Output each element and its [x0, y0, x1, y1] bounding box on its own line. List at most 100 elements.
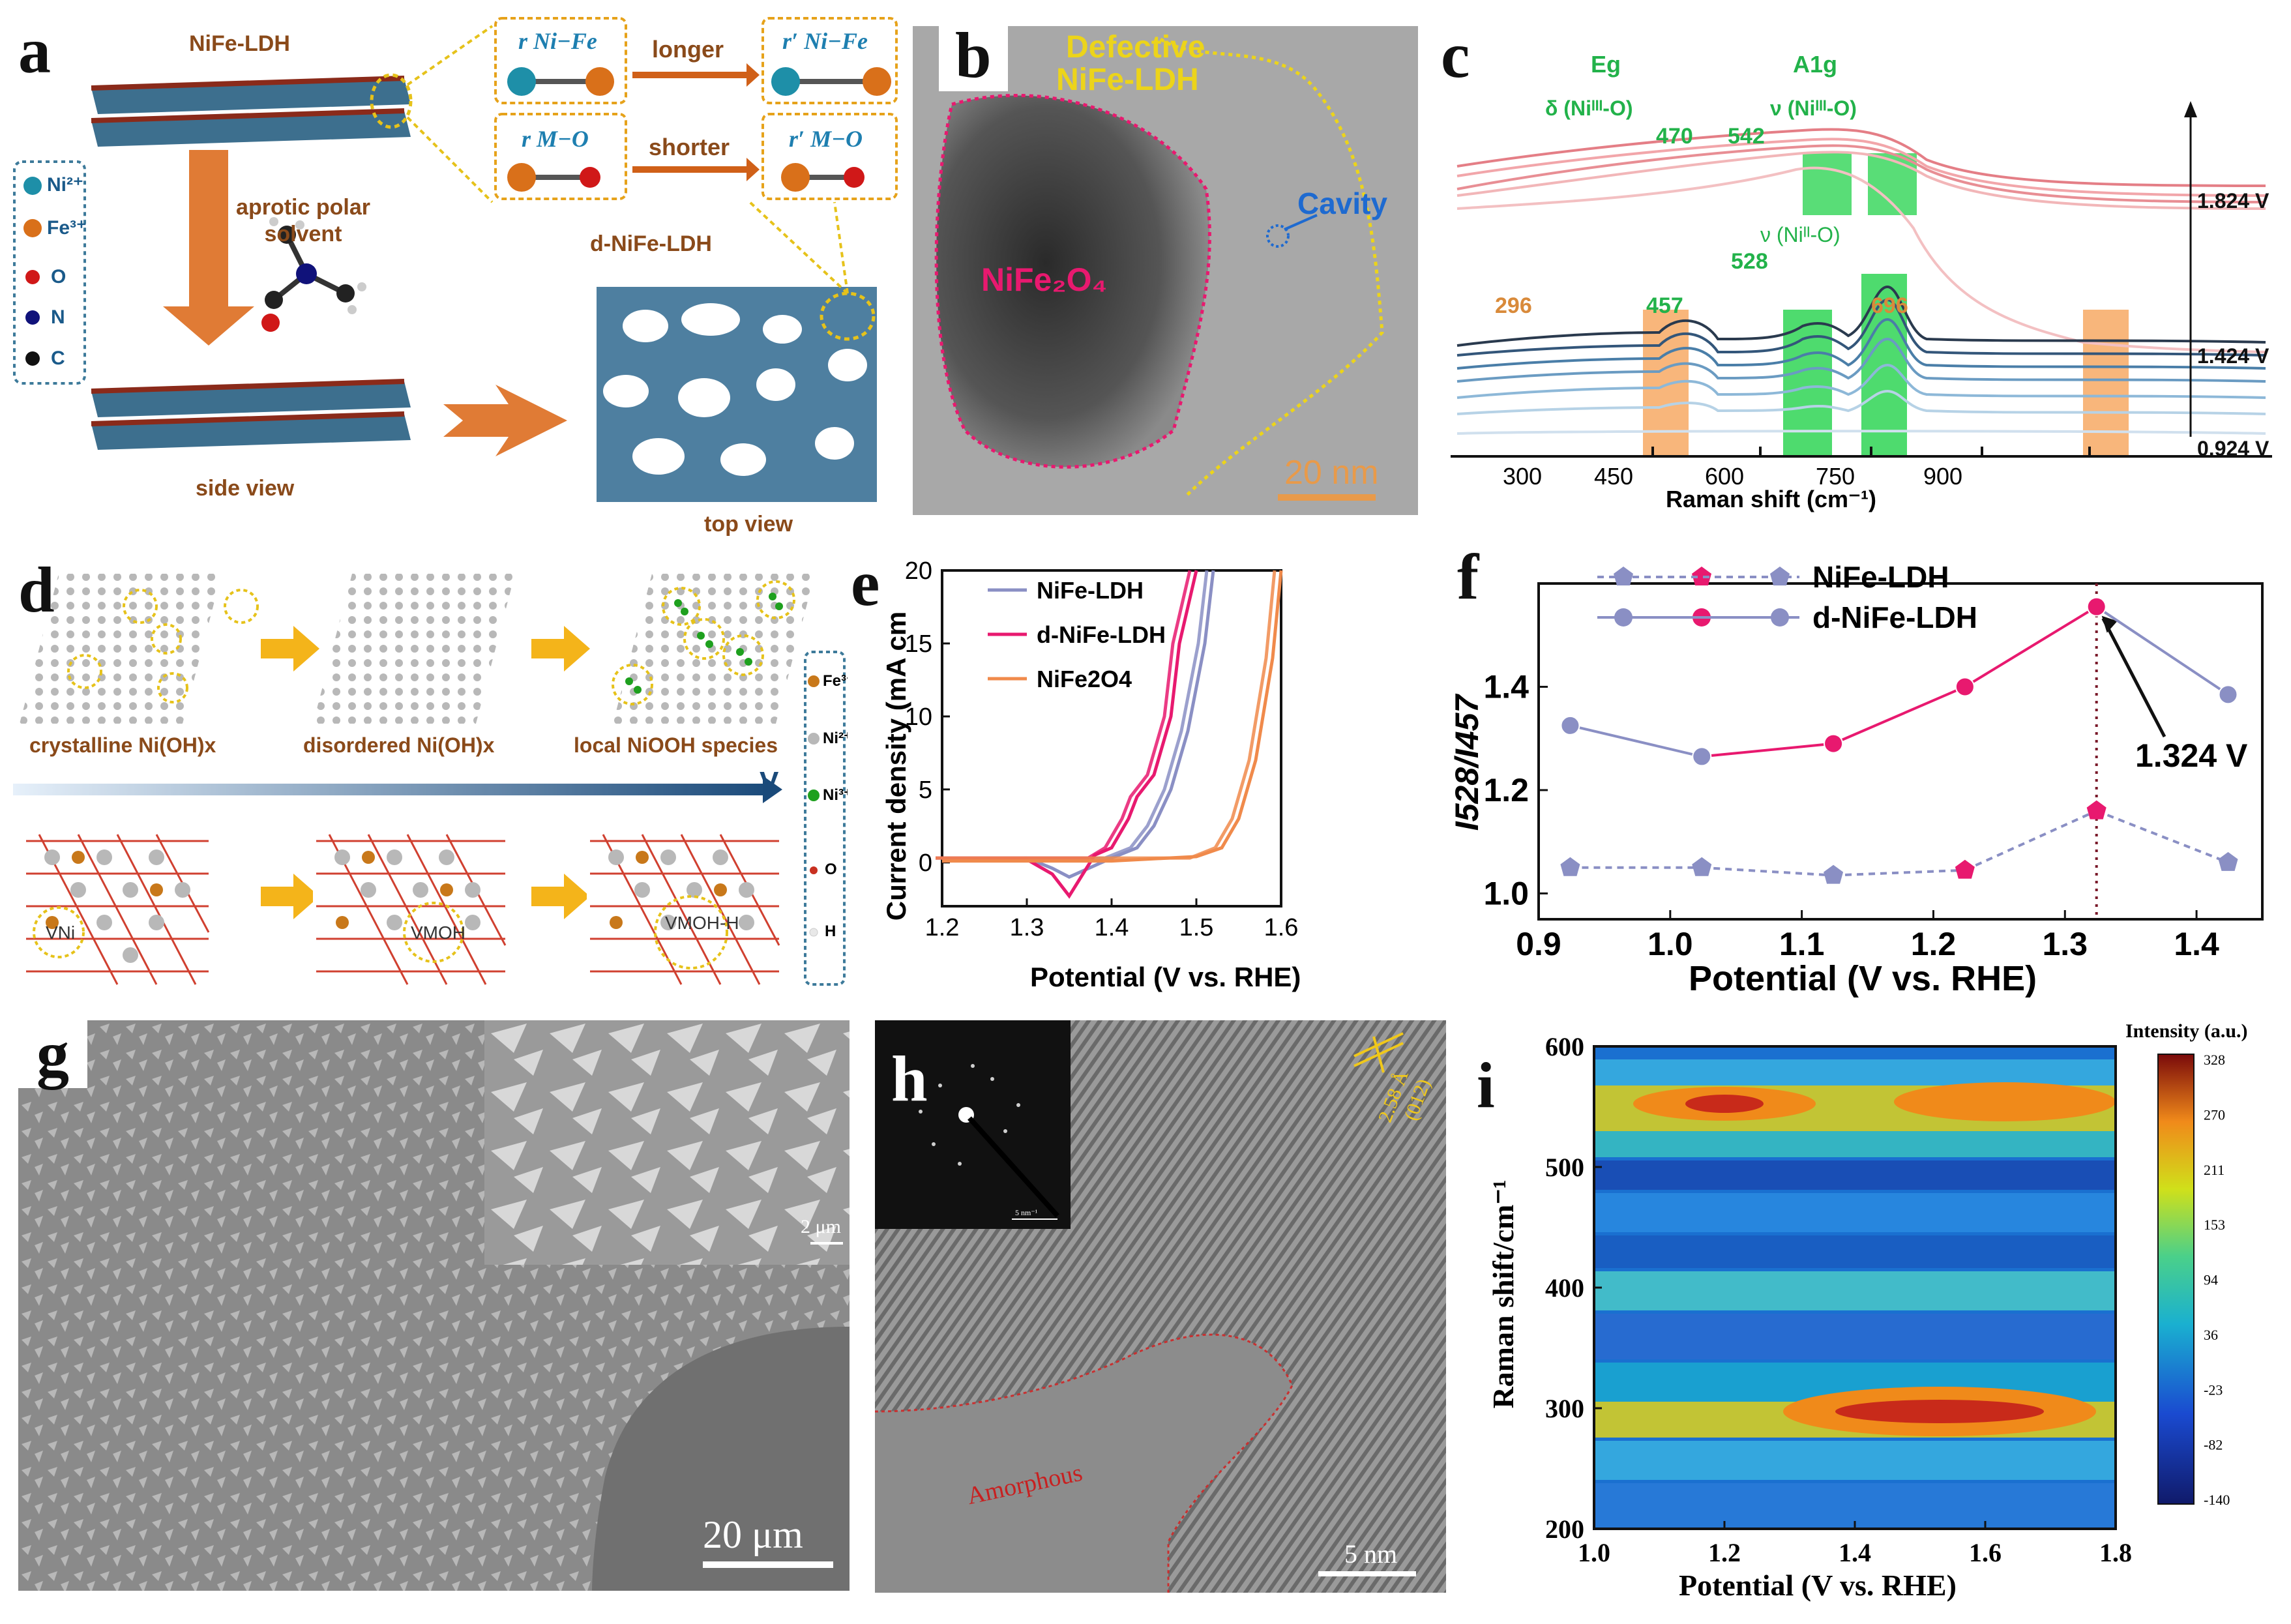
- panel-c: c: [1431, 13, 2291, 528]
- d-ldh-block: [597, 287, 877, 502]
- panel-a-label: a: [18, 14, 51, 87]
- f-segment-0-1: [1702, 866, 1834, 877]
- i-colorbar: [2157, 1054, 2195, 1505]
- panel-f-label: f: [1457, 541, 1479, 613]
- e-xtick-label: 1.4: [1095, 914, 1129, 941]
- e-ytick-label: 10: [905, 703, 932, 731]
- panel-d: d: [0, 541, 848, 997]
- legend-ni: Ni²⁺: [47, 174, 83, 196]
- i-band-0: [1594, 1059, 2116, 1085]
- pot-1824: 1.824 V: [2197, 189, 2269, 213]
- f-ytick-label: 1.2: [1483, 772, 1529, 808]
- chart-e: 1.2 1.3 1.4 1.5 1.6 0 5 10 15 20 NiFe-LDH d-NiFe-LD…: [905, 557, 1299, 941]
- f-segment-0-2: [1833, 868, 1965, 877]
- g-scalebar: 20 μm: [703, 1513, 803, 1556]
- e-series-return-2: [936, 570, 1277, 860]
- f-annotation-arrowhead: [2101, 615, 2118, 633]
- r-m-o-prime: r′ M−O: [789, 126, 863, 152]
- panel-g: g 2 μm 20 μm: [18, 1020, 850, 1591]
- e-series-line-2: [942, 570, 1283, 863]
- e-legend-label-2: NiFe2O4: [1037, 666, 1132, 692]
- e-series-line-0: [941, 570, 1215, 879]
- i-colorbar-tick: 211: [2204, 1162, 2224, 1178]
- peak-457: 457: [1646, 293, 1683, 318]
- panel-i: i 1.0 1.2 1.4 1.6 1.8 600 500 400 300 200 328 270 21…: [1464, 1007, 2291, 1624]
- e-legend-label-1: d-NiFe-LDH: [1037, 621, 1166, 648]
- f-segment-0-3: [1964, 809, 2097, 872]
- legend-o: O: [51, 266, 67, 288]
- i-band-10: [1594, 1441, 2116, 1480]
- d-ldh-label: d-NiFe-LDH: [590, 231, 712, 256]
- panel-h: h 5 nm⁻¹ 2.58 Å (012) Amorphous 5 nm: [875, 1020, 1446, 1593]
- e-xtick-label: 1.6: [1264, 914, 1299, 941]
- f-xtick-label: 1.1: [1779, 926, 1825, 962]
- f-point-nife-4: [2086, 800, 2106, 819]
- vmoh-label: VMOH: [411, 923, 466, 943]
- i-ytick-label: 300: [1545, 1394, 1584, 1423]
- longer-label: longer: [652, 36, 724, 63]
- f-segment-1-3: [1964, 605, 2097, 688]
- cavity-label: Cavity: [1297, 186, 1388, 220]
- i-band-3: [1594, 1160, 2116, 1190]
- e-xtick-label: 1.2: [925, 914, 960, 941]
- f-xlabel: Potential (V vs. RHE): [1689, 959, 2037, 998]
- a1g-label: A1g: [1793, 51, 1838, 78]
- solvent-molecule: [261, 217, 366, 332]
- solvent-label: aprotic polar solvent: [236, 195, 370, 246]
- defective-label-1: Defective: [1066, 30, 1205, 65]
- f-legend-label-0: NiFe-LDH: [1812, 560, 1949, 594]
- chart-i: 1.0 1.2 1.4 1.6 1.8 600 500 400 300 200 328 270 211 1…: [1545, 1032, 2230, 1567]
- e-xtick-label: 1.3: [1010, 914, 1044, 941]
- panel-g-label: g: [18, 1020, 87, 1088]
- e-ytick-label: 20: [905, 557, 932, 585]
- i-hot-3-core: [1835, 1400, 2044, 1423]
- f-point-dnife-5: [2218, 685, 2238, 705]
- i-band-4: [1594, 1193, 2116, 1232]
- raman-chart: [1451, 101, 2272, 458]
- peak-696: 696: [1871, 293, 1908, 318]
- eg-mode: δ (Niᴵᴵᴵ-O): [1545, 96, 1633, 120]
- panel-a: a NiFe-LDH: [0, 0, 906, 541]
- d-legend-fe: Fe³⁺: [823, 672, 848, 690]
- i-xtick-label: 1.4: [1839, 1538, 1871, 1567]
- i-ytick-label: 500: [1545, 1153, 1584, 1182]
- i-xtick-label: 1.0: [1578, 1538, 1610, 1567]
- f-point-dnife-0: [1560, 715, 1580, 735]
- c-xtick-600: 600: [1705, 463, 1745, 490]
- i-band-2: [1594, 1131, 2116, 1157]
- c-xtick-900: 900: [1923, 463, 1963, 490]
- vni-label: VNi: [46, 923, 76, 943]
- panel-e: e 1.2 1.3 1.4 1.5 1.6 0 5 10 15 20 NiFe-LDH d-NiFe-…: [848, 541, 1428, 1011]
- i-colorbar-tick: 36: [2204, 1327, 2218, 1343]
- vmohh-label: VMOH-H: [665, 913, 739, 933]
- f-point-dnife-1: [1692, 746, 1712, 767]
- lattice-1: [23, 828, 212, 985]
- r-ni-fe: r Ni−Fe: [518, 28, 597, 54]
- stage-3-label: local NiOOH species: [574, 733, 778, 757]
- f-ytick-label: 1.0: [1483, 875, 1529, 911]
- e-ytick-label: 15: [905, 630, 932, 658]
- r-m-o: r M−O: [522, 126, 589, 152]
- i-colorbar-tick: -140: [2204, 1492, 2230, 1508]
- peak-296: 296: [1495, 293, 1532, 318]
- f-point-nife-3: [1955, 859, 1975, 879]
- panel-d-graphic: [13, 574, 846, 986]
- d-legend-o: O: [825, 861, 837, 878]
- b-scalebar: 20 nm: [1284, 454, 1379, 492]
- i-band-7: [1594, 1314, 2116, 1359]
- f-xtick-label: 1.3: [2043, 926, 2088, 962]
- i-colorbar-tick: 94: [2204, 1272, 2218, 1288]
- f-segment-1-4: [2095, 605, 2229, 696]
- i-hot-1-core: [1685, 1095, 1764, 1113]
- nife-ldh-title: NiFe-LDH: [189, 31, 290, 56]
- i-colorbar-tick: 270: [2204, 1106, 2225, 1123]
- a1g-mode: ν (Niᴵᴵᴵ-O): [1770, 96, 1857, 120]
- f-ylabel: I528/I457: [1449, 694, 1485, 831]
- spinel-label: NiFe₂O₄: [981, 261, 1108, 298]
- i-band-5: [1594, 1235, 2116, 1268]
- side-view-label: side view: [196, 476, 295, 501]
- shorter-label: shorter: [649, 134, 730, 160]
- i-colorbar-tick: -82: [2204, 1437, 2223, 1453]
- d-legend-ni2: Ni²⁺: [823, 730, 848, 747]
- panel-d-label: d: [18, 554, 55, 626]
